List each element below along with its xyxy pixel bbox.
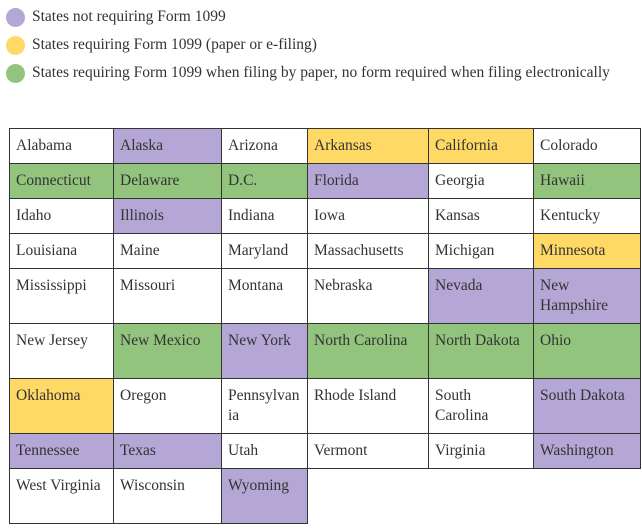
- state-cell: Michigan: [428, 233, 534, 269]
- state-cell: Louisiana: [9, 233, 114, 269]
- legend-text: States not requiring Form 1099: [32, 8, 226, 25]
- table-row: Louisiana Maine Maryland Massachusetts Michi…: [9, 233, 641, 269]
- state-cell: Oregon: [113, 378, 222, 434]
- state-cell: North Dakota: [428, 323, 534, 379]
- state-cell: Montana: [221, 268, 308, 324]
- table-row: Alabama Alaska Arizona Arkansas California Co…: [9, 128, 641, 164]
- state-cell: Arkansas: [307, 128, 429, 164]
- state-cell: Nebraska: [307, 268, 429, 324]
- state-cell: California: [428, 128, 534, 164]
- state-cell: Utah: [221, 433, 308, 469]
- state-cell: Rhode Island: [307, 378, 429, 434]
- state-cell: Oklahoma: [9, 378, 114, 434]
- state-cell: Tennessee: [9, 433, 114, 469]
- state-cell: Arizona: [221, 128, 308, 164]
- state-cell: D.C.: [221, 163, 308, 199]
- state-cell: Idaho: [9, 198, 114, 234]
- state-cell: New Jersey: [9, 323, 114, 379]
- state-cell: Vermont: [307, 433, 429, 469]
- state-cell: New Mexico: [113, 323, 222, 379]
- legend-item: States requiring Form 1099 (paper or e-f…: [4, 34, 634, 56]
- state-cell: South Carolina: [428, 378, 534, 434]
- legend-dot: [6, 8, 25, 27]
- state-cell: Kansas: [428, 198, 534, 234]
- state-cell: Pennsylvania: [221, 378, 308, 434]
- state-cell: Nevada: [428, 268, 534, 324]
- state-cell: Virginia: [428, 433, 534, 469]
- table-row: Idaho Illinois Indiana Iowa Kansas Kentucky: [9, 198, 641, 234]
- state-cell: Kentucky: [533, 198, 641, 234]
- table-row: Oklahoma Oregon Pennsylvania Rhode Island So…: [9, 378, 641, 434]
- state-cell: Wisconsin: [113, 468, 222, 524]
- state-cell: Connecticut: [9, 163, 114, 199]
- states-table: Alabama Alaska Arizona Arkansas California Co…: [9, 128, 641, 524]
- state-cell: Massachusetts: [307, 233, 429, 269]
- legend-dot: [6, 36, 25, 55]
- state-cell: Illinois: [113, 198, 222, 234]
- state-cell: Iowa: [307, 198, 429, 234]
- table-row: Tennessee Texas Utah Vermont Virginia Washing…: [9, 433, 641, 469]
- state-cell: Texas: [113, 433, 222, 469]
- state-cell: Delaware: [113, 163, 222, 199]
- table-row: Connecticut Delaware D.C. Florida Georgia Haw…: [9, 163, 641, 199]
- legend-text: States requiring Form 1099 (paper or e-f…: [32, 36, 317, 53]
- legend-text: States requiring Form 1099 when filing b…: [32, 64, 610, 81]
- state-cell: New Hampshire: [533, 268, 641, 324]
- legend-dot: [6, 64, 25, 83]
- state-cell: Maryland: [221, 233, 308, 269]
- state-cell: South Dakota: [533, 378, 641, 434]
- state-cell: Florida: [307, 163, 429, 199]
- state-cell: North Carolina: [307, 323, 429, 379]
- state-cell: Maine: [113, 233, 222, 269]
- state-cell: New York: [221, 323, 308, 379]
- table-row: New Jersey New Mexico New York North Caroli…: [9, 323, 641, 379]
- table-row: Mississippi Missouri Montana Nebraska Nevada…: [9, 268, 641, 324]
- legend-item: States not requiring Form 1099: [4, 6, 634, 28]
- state-cell: Alaska: [113, 128, 222, 164]
- state-cell: Colorado: [533, 128, 641, 164]
- legend-item: States requiring Form 1099 when filing b…: [4, 62, 634, 84]
- state-cell: Alabama: [9, 128, 114, 164]
- state-cell: Minnesota: [533, 233, 641, 269]
- state-cell: Mississippi: [9, 268, 114, 324]
- state-cell: West Virginia: [9, 468, 114, 524]
- state-cell: Hawaii: [533, 163, 641, 199]
- table-row: West Virginia Wisconsin Wyoming: [9, 468, 641, 524]
- state-cell: Wyoming: [221, 468, 308, 524]
- state-cell: Washington: [533, 433, 641, 469]
- state-cell: Missouri: [113, 268, 222, 324]
- state-cell: Ohio: [533, 323, 641, 379]
- state-cell: Georgia: [428, 163, 534, 199]
- state-cell: Indiana: [221, 198, 308, 234]
- legend: States not requiring Form 1099 States req…: [4, 6, 634, 84]
